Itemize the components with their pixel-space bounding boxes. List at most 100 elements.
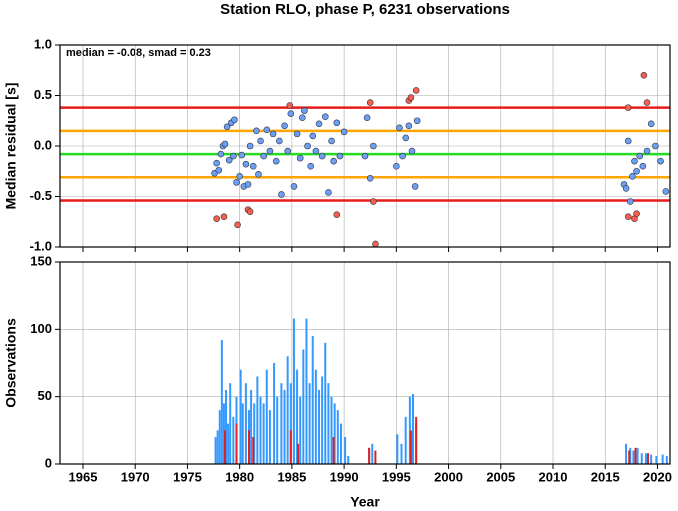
bar [299, 396, 302, 464]
bar [371, 443, 374, 464]
bar [273, 363, 276, 464]
data-point [223, 123, 231, 131]
data-point [624, 137, 632, 145]
bar [336, 410, 339, 464]
data-point [231, 116, 238, 124]
data-point [246, 208, 254, 215]
data-point [322, 113, 329, 121]
bar [265, 369, 268, 464]
data-point [213, 159, 220, 167]
chart-title: Station RLO, phase P, 6231 observations [220, 1, 510, 18]
plot-frame [59, 261, 671, 465]
data-point [370, 142, 377, 150]
bar [262, 403, 265, 464]
bar [661, 454, 664, 464]
bar [412, 393, 415, 464]
bar [625, 443, 628, 464]
data-point [296, 154, 304, 162]
bar [222, 403, 225, 464]
data-point [230, 152, 237, 160]
data-point [330, 157, 337, 165]
bar [305, 318, 308, 464]
data-point [236, 173, 243, 180]
data-point [336, 152, 344, 160]
data-point [304, 142, 311, 150]
bar [644, 453, 647, 464]
data-point [234, 221, 241, 229]
x-tick-label: 1990 [330, 469, 359, 484]
bar [218, 410, 221, 464]
bar [339, 423, 342, 464]
bar [289, 383, 292, 464]
bar [650, 454, 653, 464]
data-point [633, 167, 640, 175]
x-axis-label: Year [350, 494, 380, 510]
data-point [276, 137, 283, 145]
data-point [286, 102, 294, 109]
data-point [411, 183, 419, 190]
bar [268, 410, 271, 464]
data-point [312, 147, 320, 155]
data-point [242, 160, 250, 168]
bar [308, 383, 311, 464]
data-point [640, 72, 648, 79]
y-tick-label: 0.0 [34, 137, 52, 152]
y-tick-label: -1.0 [30, 238, 52, 253]
panel: 1965 1970 1975 1980 1985 1990 1995 2000 2005 2010… [30, 253, 672, 484]
bar [280, 383, 283, 464]
data-point [652, 142, 659, 150]
data-point [408, 147, 416, 155]
data-point [217, 150, 225, 158]
bar [289, 430, 292, 464]
bar [276, 396, 279, 464]
plot-frame [59, 44, 671, 248]
data-point [315, 120, 323, 128]
data-point [366, 99, 374, 106]
data-point [249, 162, 257, 170]
bar [368, 447, 371, 464]
data-point [257, 137, 264, 145]
data-point [627, 198, 634, 205]
data-point [301, 107, 308, 114]
data-point [318, 152, 326, 160]
bar [400, 443, 403, 464]
data-point [328, 137, 335, 145]
data-point [213, 215, 220, 223]
bar [244, 383, 247, 464]
bar [314, 369, 317, 464]
bar [250, 389, 253, 464]
data-point [363, 114, 371, 122]
bar [321, 376, 324, 464]
data-point [624, 104, 632, 111]
x-tick-label: 2010 [539, 469, 568, 484]
bar [374, 450, 377, 464]
data-point [407, 94, 415, 101]
y-tick-label: 50 [38, 388, 52, 403]
bar [214, 437, 217, 464]
bar [655, 455, 658, 464]
data-point [272, 157, 280, 165]
y-tick-label: 100 [30, 321, 52, 336]
bar [415, 416, 418, 464]
data-point [284, 147, 292, 155]
bar [235, 423, 238, 464]
bar [629, 447, 632, 464]
bar [253, 403, 256, 464]
data-point [624, 213, 632, 220]
bar [333, 403, 336, 464]
bar [216, 430, 219, 464]
x-tick-label: 1975 [173, 469, 202, 484]
bar [297, 443, 300, 464]
data-point [278, 191, 285, 198]
data-point [412, 87, 420, 94]
bar [239, 369, 242, 464]
data-point [255, 170, 262, 178]
bar [220, 340, 223, 464]
bar [252, 437, 255, 464]
data-point [662, 188, 670, 195]
bar [241, 403, 244, 464]
x-tick-label: 1985 [277, 469, 306, 484]
bar [229, 383, 232, 464]
bar [628, 450, 631, 464]
